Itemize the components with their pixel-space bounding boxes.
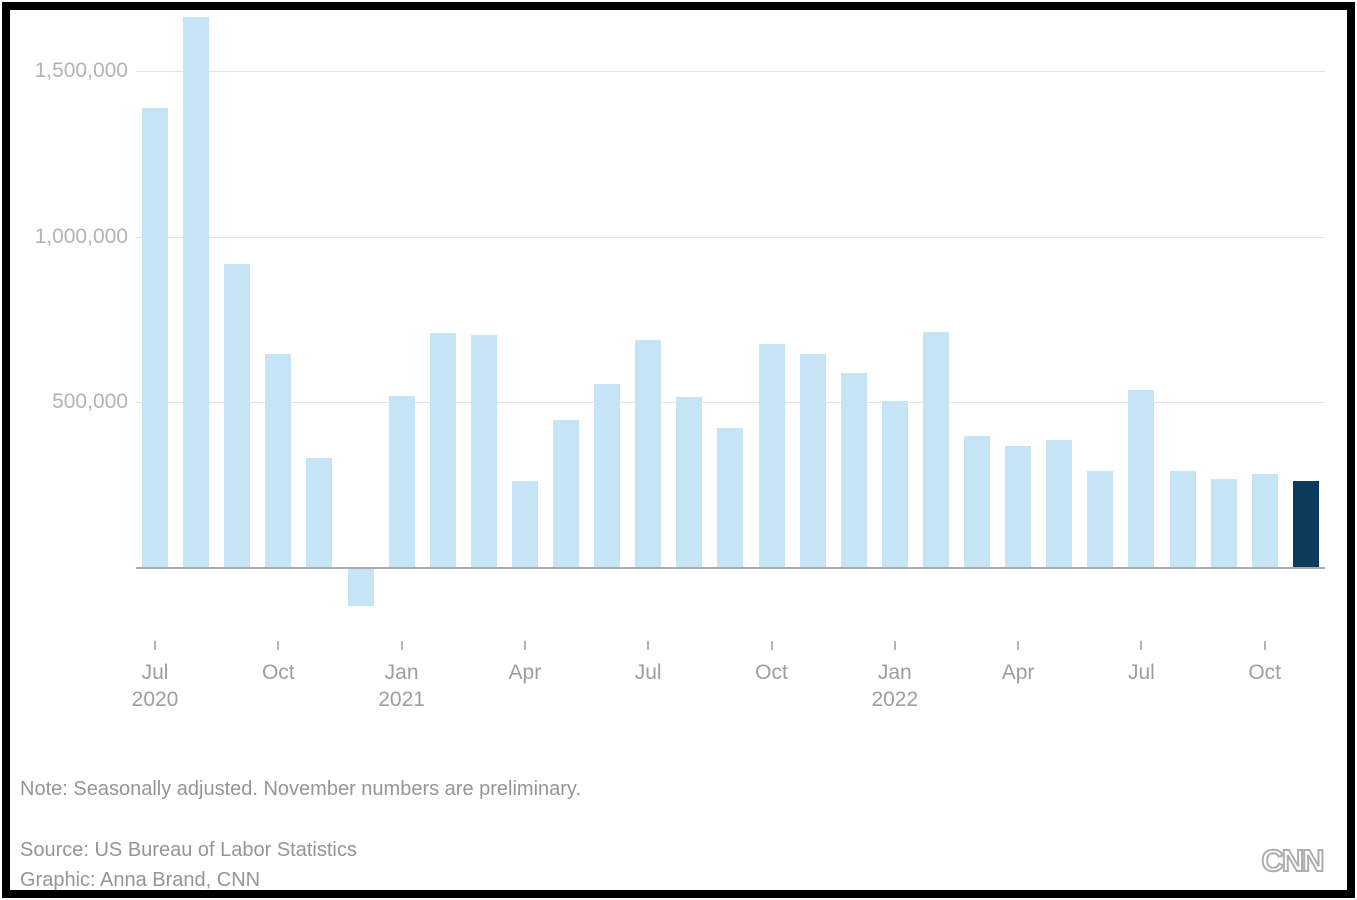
bar xyxy=(1005,446,1032,568)
x-axis-tick xyxy=(893,641,896,650)
bar xyxy=(964,436,990,568)
bar xyxy=(1251,473,1278,568)
bar xyxy=(594,383,621,568)
x-axis-year-label: 2020 xyxy=(131,688,179,711)
bar-chart: 1,500,000 1,000,000 500,000 Jul 2020 Oct Jan 20… xyxy=(34,16,1325,711)
bar xyxy=(1128,390,1155,568)
bar xyxy=(676,396,703,568)
bar xyxy=(511,480,538,568)
x-axis-month-label: Oct xyxy=(755,661,788,684)
bar xyxy=(142,108,168,568)
bar xyxy=(183,16,210,568)
x-axis-month-label: Apr xyxy=(508,661,542,684)
bar xyxy=(388,395,415,568)
bar xyxy=(553,419,579,568)
bar xyxy=(306,457,333,568)
bar xyxy=(347,568,374,607)
gridline xyxy=(136,402,1325,404)
x-axis-line xyxy=(136,567,1325,569)
x-axis-year-label: 2021 xyxy=(378,688,425,711)
x-axis-month-label: Jul xyxy=(141,661,169,684)
x-axis-tick xyxy=(770,641,773,650)
y-axis-label: 1,500,000 xyxy=(34,59,128,83)
x-axis-month-label: Jan xyxy=(384,661,419,684)
x-axis-month-label: Oct xyxy=(261,661,295,684)
x-axis-month-label: Jul xyxy=(634,661,662,684)
y-axis-label: 1,000,000 xyxy=(34,224,128,248)
bar xyxy=(224,263,251,568)
x-axis-tick xyxy=(277,641,280,650)
x-axis-tick xyxy=(1140,641,1143,650)
y-axis-label: 500,000 xyxy=(52,390,128,414)
cnn-logo-text: CNN xyxy=(1261,843,1323,878)
credit-text: Graphic: Anna Brand, CNN xyxy=(20,869,261,891)
bar xyxy=(717,427,744,568)
x-axis-month-label: Apr xyxy=(1001,661,1035,684)
bar xyxy=(1087,470,1114,568)
x-axis-tick xyxy=(523,641,526,650)
source-text: Source: US Bureau of Labor Statistics xyxy=(20,839,357,861)
bar xyxy=(265,353,292,568)
bar xyxy=(635,339,662,568)
x-axis-tick xyxy=(1263,641,1266,650)
bar xyxy=(429,332,456,568)
gridline xyxy=(136,236,1325,238)
x-axis-month-label: Jan xyxy=(877,661,912,684)
bar xyxy=(1046,440,1073,568)
bar xyxy=(1210,478,1237,568)
x-axis-tick xyxy=(154,641,156,650)
note-text: Note: Seasonally adjusted. November numb… xyxy=(20,778,582,800)
x-axis-month-label: Jul xyxy=(1127,661,1155,684)
bar xyxy=(470,334,497,568)
x-axis-year-label: 2022 xyxy=(871,688,919,711)
gridline xyxy=(136,71,1325,73)
x-axis-month-label: Oct xyxy=(1248,661,1282,684)
cnn-logo: CNN xyxy=(1256,840,1328,887)
bar xyxy=(840,373,867,568)
bar xyxy=(1169,471,1196,568)
bar xyxy=(922,331,949,568)
x-axis-tick xyxy=(1017,641,1020,650)
bar xyxy=(758,343,785,568)
x-axis-tick xyxy=(400,641,403,650)
bar xyxy=(799,353,826,568)
bar xyxy=(881,401,908,568)
bar xyxy=(1292,480,1319,568)
x-axis-tick xyxy=(647,641,650,650)
